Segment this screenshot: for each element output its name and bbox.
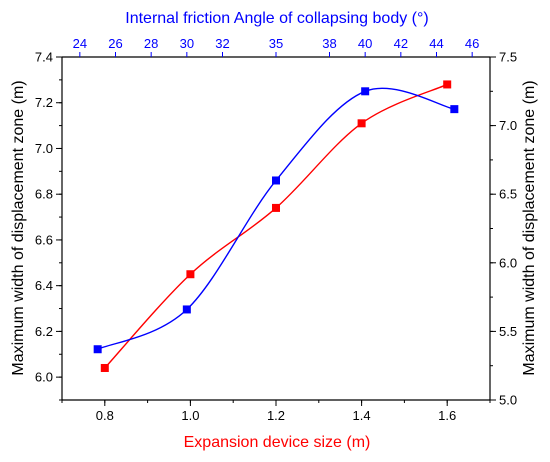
x-bottom-tick-label: 1.6 bbox=[438, 408, 456, 423]
series-layer bbox=[93, 80, 459, 372]
data-point-blue bbox=[182, 305, 191, 314]
data-point-blue bbox=[93, 345, 102, 354]
data-point-blue bbox=[272, 176, 280, 185]
x-top-tick-label: 46 bbox=[465, 36, 479, 51]
data-point-blue bbox=[450, 105, 459, 114]
y-left-tick-label: 6.2 bbox=[35, 324, 53, 339]
x-axis-bottom-title: Expansion device size (m) bbox=[184, 434, 371, 451]
x-top-tick-label: 40 bbox=[358, 36, 372, 51]
data-point-red bbox=[443, 80, 452, 89]
x-top-tick-label: 28 bbox=[144, 36, 158, 51]
x-bottom-tick-label: 1.4 bbox=[353, 408, 371, 423]
y-right-tick-label: 5.5 bbox=[499, 324, 517, 339]
y-left-tick-label: 6.0 bbox=[35, 370, 53, 385]
y-left-tick-label: 6.4 bbox=[35, 278, 53, 293]
x-top-tick-label: 32 bbox=[215, 36, 229, 51]
x-top-tick-label: 26 bbox=[108, 36, 122, 51]
x-bottom-tick-label: 0.8 bbox=[96, 408, 114, 423]
x-top-tick-label: 38 bbox=[322, 36, 336, 51]
y-right-tick-label: 6.0 bbox=[499, 255, 517, 270]
y-left-tick-label: 6.6 bbox=[35, 232, 53, 247]
data-point-blue bbox=[361, 87, 370, 96]
y-axis-left-title: Maximum width of displacement zone (m) bbox=[10, 80, 27, 375]
series-line-red bbox=[104, 83, 448, 369]
data-point-red bbox=[186, 270, 195, 279]
data-point-red bbox=[100, 363, 109, 372]
x-bottom-tick-label: 1.0 bbox=[181, 408, 199, 423]
y-left-tick-label: 7.0 bbox=[35, 141, 53, 156]
x-axis-top-title: Internal friction Angle of collapsing bo… bbox=[125, 10, 428, 27]
data-point-red bbox=[272, 203, 280, 212]
axes-layer: 0.8 1.0 1.2 1.4 1.6 24 26 28 30 32 35 38 40 42 44 46 6.0… bbox=[35, 36, 517, 423]
y-left-tick-label: 7.2 bbox=[35, 95, 53, 110]
y-left-tick-label: 7.4 bbox=[35, 50, 53, 65]
y-right-tick-label: 6.5 bbox=[499, 187, 517, 202]
y-right-tick-label: 5.0 bbox=[499, 393, 517, 408]
x-top-tick-label: 35 bbox=[269, 36, 283, 51]
y-right-tick-label: 7.5 bbox=[499, 50, 517, 65]
y-left-tick-label: 6.8 bbox=[35, 187, 53, 202]
y-right-tick-label: 7.0 bbox=[499, 118, 517, 133]
x-top-tick-label: 24 bbox=[73, 36, 87, 51]
series-line-blue bbox=[97, 87, 455, 350]
data-point-red bbox=[357, 119, 366, 128]
x-top-tick-label: 44 bbox=[429, 36, 443, 51]
x-bottom-tick-label: 1.2 bbox=[267, 408, 285, 423]
x-top-tick-label: 42 bbox=[394, 36, 408, 51]
y-axis-right-title: Maximum width of displacement zone (m) bbox=[521, 80, 538, 375]
x-top-tick-label: 30 bbox=[180, 36, 194, 51]
